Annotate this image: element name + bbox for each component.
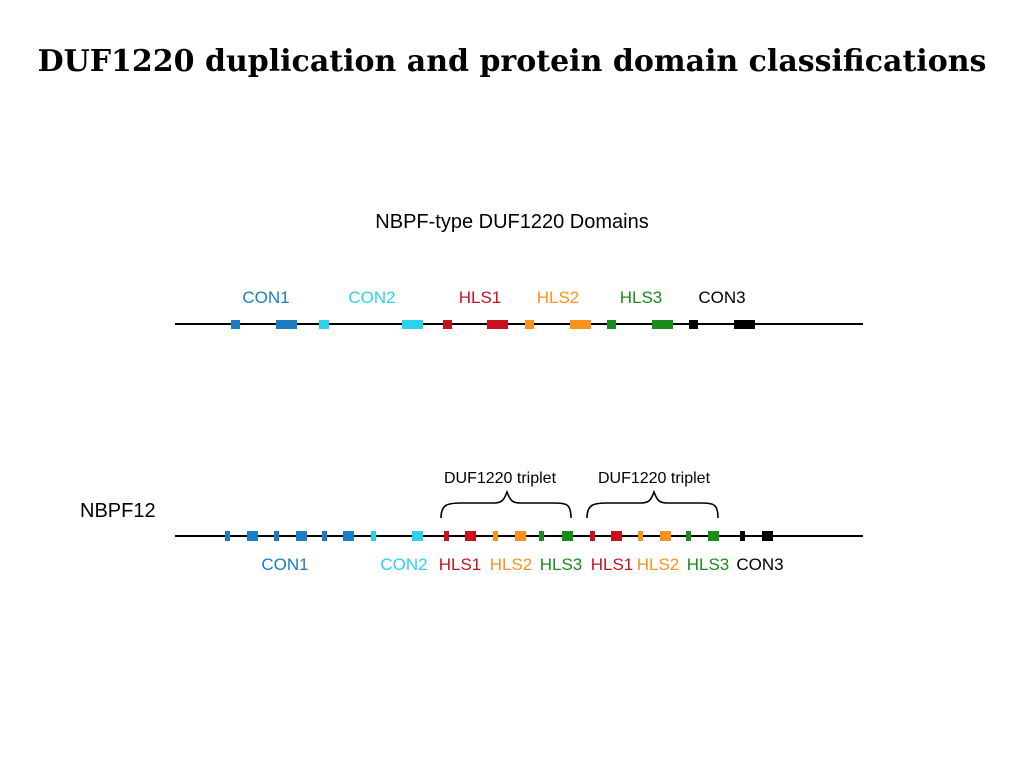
nbpf-type-exon-hls1-a <box>443 320 452 329</box>
nbpf12-triplet-brace-2 <box>586 489 719 519</box>
slide-title: DUF1220 duplication and protein domain c… <box>37 44 987 79</box>
nbpf12-exon-hls3-d <box>708 531 719 541</box>
nbpf12-domain-labels: CON1 CON2 HLS1 HLS2 HLS3 HLS1 HLS2 HLS3 … <box>261 555 783 574</box>
nbpf-type-label-con1: CON1 <box>242 288 289 307</box>
nbpf12-exon-boxes <box>225 531 773 541</box>
nbpf-type-exon-con2-a <box>319 320 329 329</box>
nbpf12-exon-con1-4 <box>296 531 307 541</box>
nbpf-type-exon-hls3-a <box>607 320 616 329</box>
nbpf-type-exon-boxes <box>231 320 755 329</box>
nbpf-type-heading: NBPF-type DUF1220 Domains <box>375 211 648 233</box>
nbpf12-exon-con3-b <box>762 531 773 541</box>
nbpf-type-exon-con1-a <box>231 320 240 329</box>
nbpf-type-exon-hls3-b <box>652 320 673 329</box>
nbpf12-label-hls2-b: HLS2 <box>637 555 680 574</box>
nbpf-type-exon-con1-b <box>276 320 297 329</box>
nbpf-type-exon-con2-b <box>402 320 423 329</box>
nbpf-type-label-hls2: HLS2 <box>537 288 580 307</box>
nbpf12-exon-hls1-b <box>465 531 476 541</box>
nbpf12-label-hls2-a: HLS2 <box>490 555 533 574</box>
nbpf12-exon-hls3-a <box>539 531 544 541</box>
nbpf12-label-con3: CON3 <box>736 555 783 574</box>
nbpf12-label-hls1-b: HLS1 <box>591 555 634 574</box>
nbpf12-exon-hls1-d <box>611 531 622 541</box>
nbpf12-exon-hls1-a <box>444 531 449 541</box>
nbpf12-exon-con3-a <box>740 531 745 541</box>
nbpf12-exon-con1-3 <box>274 531 279 541</box>
nbpf12-label-con1: CON1 <box>261 555 308 574</box>
nbpf-type-label-con3: CON3 <box>698 288 745 307</box>
nbpf12-exon-con1-5 <box>322 531 327 541</box>
nbpf-type-label-hls1: HLS1 <box>459 288 502 307</box>
nbpf12-exon-hls3-b <box>562 531 573 541</box>
nbpf-type-label-con2: CON2 <box>348 288 395 307</box>
nbpf-type-exon-con3-b <box>734 320 755 329</box>
nbpf12-exon-con2-1 <box>371 531 376 541</box>
nbpf-type-exon-con3-a <box>689 320 698 329</box>
nbpf12-triplet-brace-1 <box>440 489 572 519</box>
nbpf12-exon-hls1-c <box>590 531 595 541</box>
nbpf12-label-hls3-a: HLS3 <box>540 555 583 574</box>
nbpf12-triplet-annotations: DUF1220 triplet DUF1220 triplet <box>440 470 719 519</box>
nbpf12-exon-hls2-d <box>660 531 671 541</box>
nbpf12-exon-con1-6 <box>343 531 354 541</box>
nbpf12-label-hls1-a: HLS1 <box>439 555 482 574</box>
nbpf-type-domain-labels: CON1 CON2 HLS1 HLS2 HLS3 CON3 <box>242 288 745 307</box>
nbpf12-exon-hls3-c <box>686 531 691 541</box>
nbpf-type-exon-hls2-b <box>570 320 591 329</box>
nbpf-type-exon-hls1-b <box>487 320 508 329</box>
nbpf12-exon-con1-1 <box>225 531 230 541</box>
nbpf12-exon-con2-2 <box>412 531 423 541</box>
nbpf12-gene-name: NBPF12 <box>80 500 156 522</box>
nbpf12-exon-hls2-c <box>638 531 643 541</box>
nbpf12-exon-con1-2 <box>247 531 258 541</box>
nbpf12-exon-hls2-a <box>493 531 498 541</box>
nbpf12-exon-hls2-b <box>515 531 526 541</box>
nbpf12-triplet-label-1: DUF1220 triplet <box>444 470 557 487</box>
nbpf-type-exon-hls2-a <box>525 320 534 329</box>
nbpf-type-label-hls3: HLS3 <box>620 288 663 307</box>
nbpf12-triplet-label-2: DUF1220 triplet <box>598 470 711 487</box>
nbpf12-label-con2: CON2 <box>380 555 427 574</box>
nbpf12-label-hls3-b: HLS3 <box>687 555 730 574</box>
